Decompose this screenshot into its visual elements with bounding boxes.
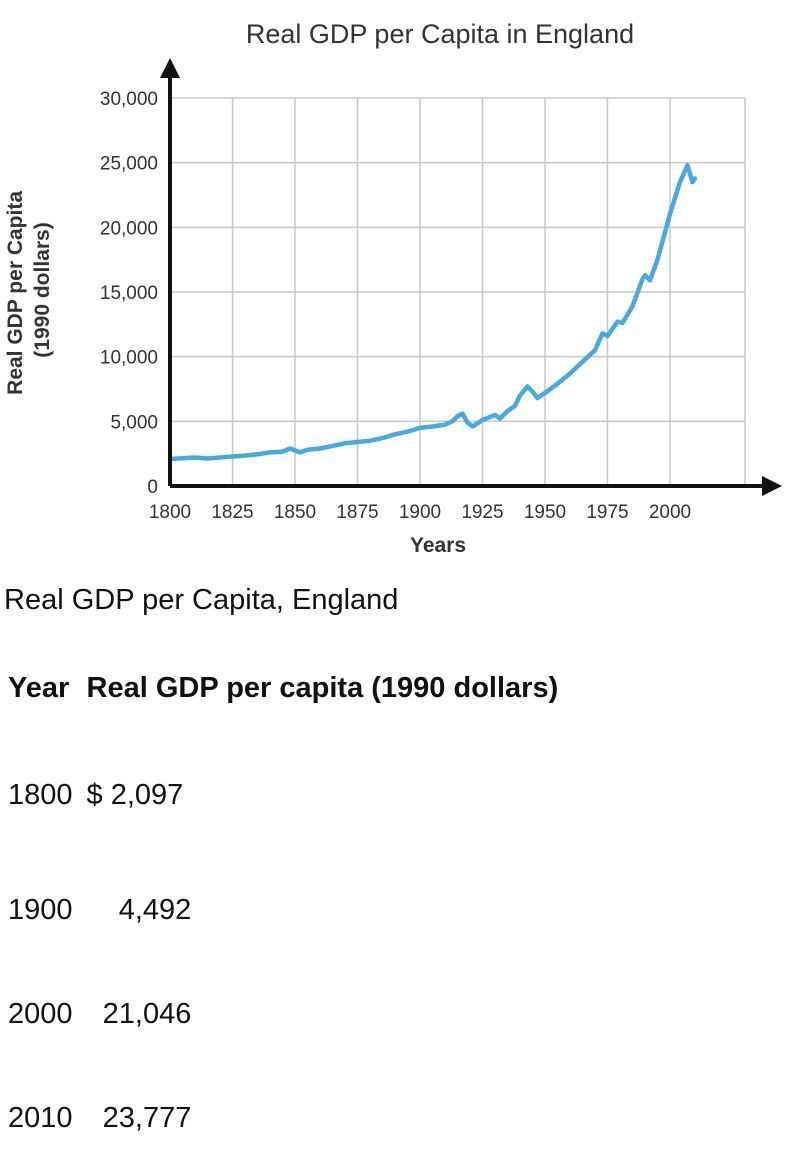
cell-gdp: $ 2,097: [86, 778, 184, 811]
x-tick-label: 1825: [211, 502, 253, 523]
x-axis-title: Years: [410, 534, 466, 557]
cell-gdp: 23,777: [86, 1101, 192, 1134]
x-tick-label: 1875: [336, 502, 378, 523]
cell-gdp: 4,492: [86, 893, 192, 926]
series-line-gdp: [167, 163, 698, 462]
y-tick-label: 25,000: [100, 154, 158, 175]
grid: [170, 97, 746, 486]
cell-year: 2000: [8, 997, 73, 1030]
x-tick-label: 1900: [399, 502, 441, 523]
x-tick-label: 1800: [149, 502, 191, 523]
y-axis-title: Real GDP per Capita (1990 dollars): [4, 185, 54, 395]
table-caption: Real GDP per Capita, England: [4, 584, 399, 616]
x-tick-labels: 1800 1825 1850 1875 1900 1925 1950 1975 2000: [149, 502, 691, 523]
table-header-row: Year Real GDP per capita (1990 dollars): [0, 660, 564, 732]
gdp-table: Year Real GDP per capita (1990 dollars) …: [0, 660, 564, 1170]
table-row: 2000 21,046: [0, 962, 564, 1066]
y-tick-label: 30,000: [100, 89, 158, 110]
x-tick-label: 1850: [274, 502, 316, 523]
cell-gdp: 21,046: [86, 997, 192, 1030]
header-gdp: Real GDP per capita (1990 dollars): [86, 672, 559, 704]
y-tick-label: 0: [147, 477, 158, 498]
x-tick-label: 1950: [524, 502, 566, 523]
y-axis-arrow-icon: [160, 58, 180, 78]
y-axis-title-line-2: (1990 dollars): [31, 222, 54, 357]
table-row: 1900 4,492: [0, 858, 564, 962]
axes: [160, 58, 782, 496]
gdp-line-chart: Real GDP per Capita in England 0 5,000 10,…: [4, 19, 782, 557]
y-tick-label: 20,000: [100, 218, 158, 239]
y-tick-label: 5,000: [110, 412, 158, 433]
y-tick-label: 15,000: [100, 283, 158, 304]
cell-year: 1800: [8, 778, 73, 811]
x-tick-label: 1975: [586, 502, 628, 523]
y-tick-labels: 0 5,000 10,000 15,000 20,000 25,000 30,000: [100, 89, 158, 498]
x-tick-label: 1925: [461, 502, 503, 523]
cell-year: 2010: [8, 1101, 73, 1134]
chart-title: Real GDP per Capita in England: [246, 19, 634, 49]
cell-year: 1900: [8, 893, 73, 926]
y-tick-label: 10,000: [100, 348, 158, 369]
table-row: 2010 23,777: [0, 1066, 564, 1170]
x-tick-label: 2000: [649, 502, 691, 523]
y-axis-title-line-1: Real GDP per Capita: [4, 191, 27, 395]
header-year: Year: [8, 672, 70, 704]
x-axis-arrow-icon: [762, 476, 782, 496]
table-row: 1800 $ 2,097: [0, 732, 564, 858]
